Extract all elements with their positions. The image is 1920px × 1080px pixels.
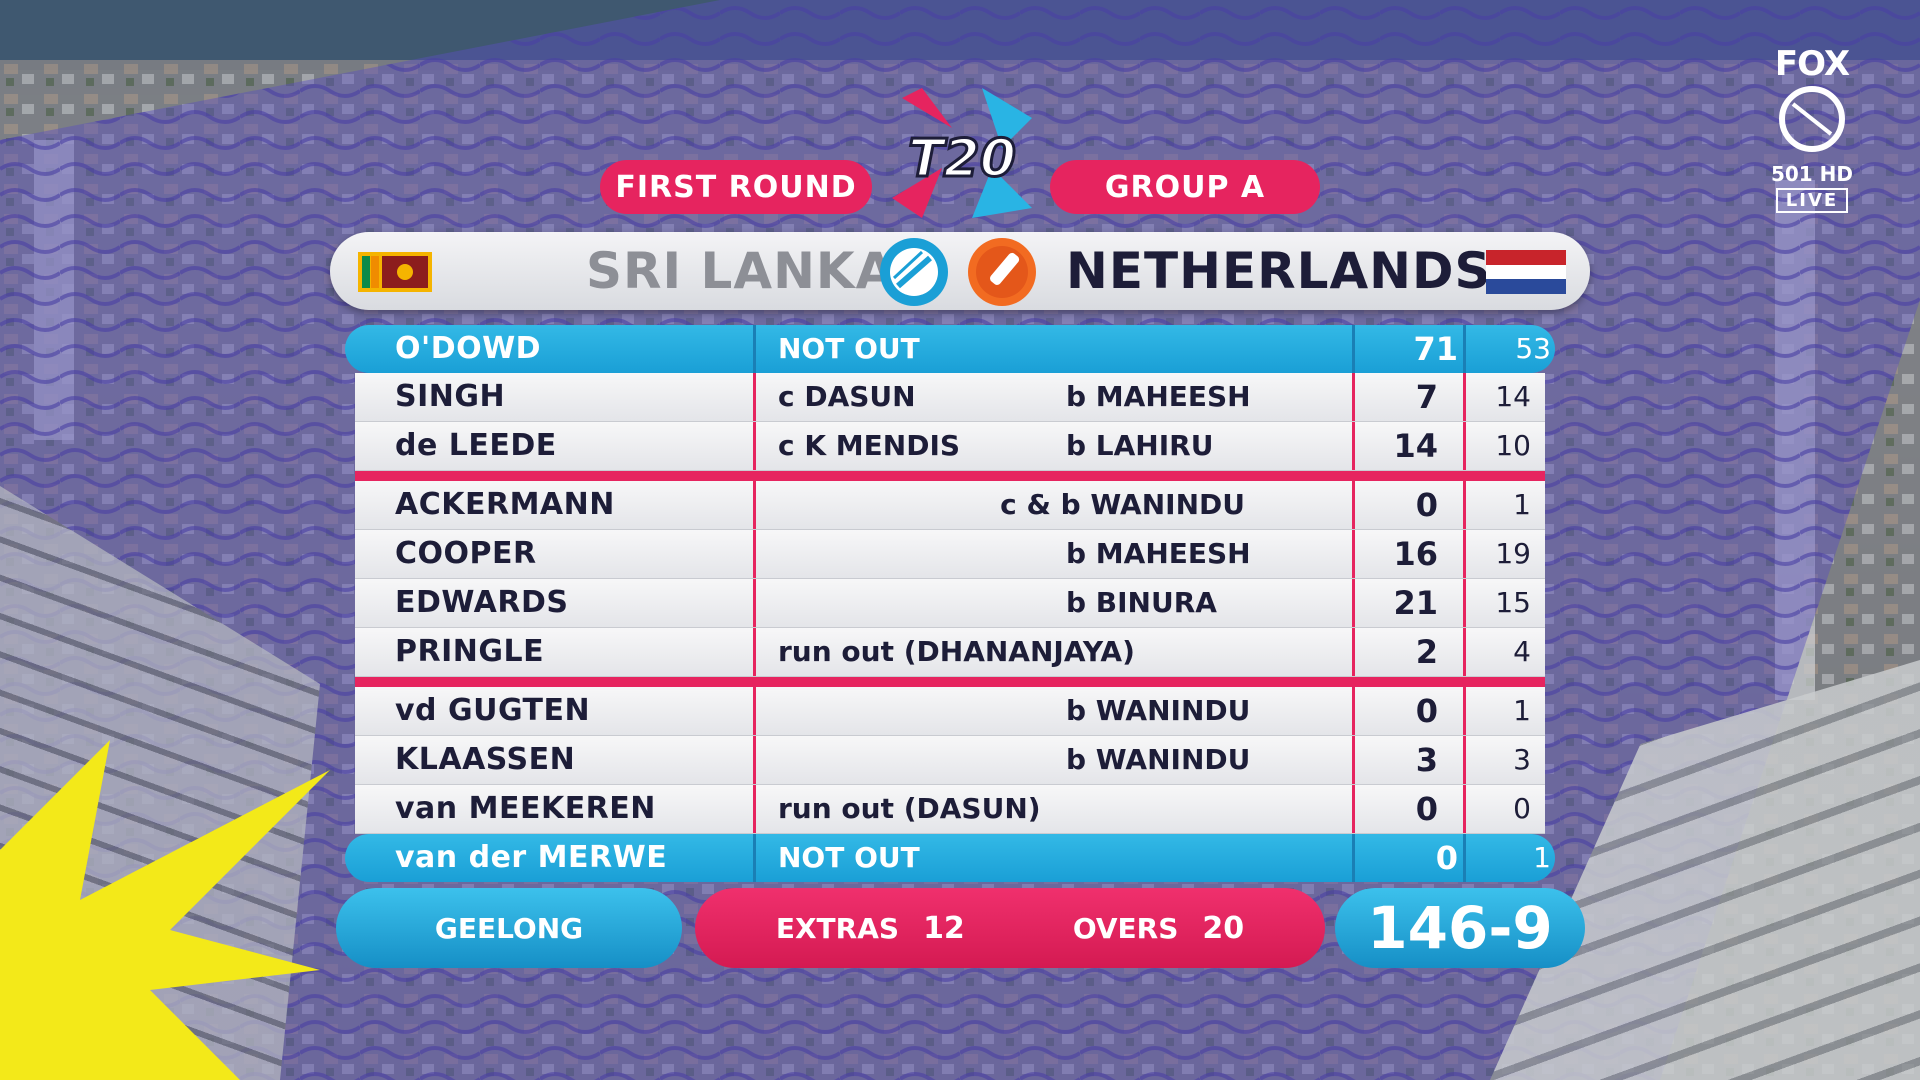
bowler: b MAHEESH [1066,380,1251,413]
batter-name: SINGH [395,379,506,414]
batter-name: EDWARDS [395,585,569,620]
yellow-burst-graphic [0,740,330,1080]
innings-total: 146-9 [1335,888,1585,968]
runs: 0 [1415,486,1438,524]
extras-value: 12 [923,910,965,946]
dismissal: run out (DHANANJAYA) [778,635,1135,668]
extras-label: EXTRAS [775,911,900,945]
batter-name: COOPER [395,536,537,571]
batter-row: vd GUGTEN b WANINDU 0 1 [355,687,1545,736]
batter-row: PRINGLE run out (DHANANJAYA) 2 4 [355,628,1545,677]
runs: 0 [1415,692,1438,730]
channel-number: 501 HD [1770,162,1854,186]
t20-logo-text: T20 [908,129,1016,189]
live-indicator: LIVE [1775,188,1849,213]
dismissal: NOT OUT [778,332,920,365]
runs: 14 [1393,427,1438,465]
t20-logo-icon: T20 [892,88,1032,218]
balls: 3 [1513,743,1531,776]
balls: 4 [1513,635,1531,668]
team-bar: SRI LANKA NETHERLANDS [330,232,1590,310]
batter-row: van MEEKEREN run out (DASUN) 0 0 [355,785,1545,834]
runs: 71 [1413,330,1458,368]
venue-pill: GEELONG [336,888,682,968]
batter-row: O'DOWD NOT OUT 71 53 [345,325,1555,373]
batting-scorecard: O'DOWD NOT OUT 71 53 SINGH c DASUN b MAH… [345,325,1555,882]
cricket-ball-icon [1779,86,1845,152]
runs: 21 [1393,584,1438,622]
fielding-ball-icon [880,238,948,306]
batter-name: KLAASSEN [395,742,576,777]
broadcaster-brand: FOX [1774,44,1850,84]
batter-name: vd GUGTEN [395,693,591,728]
batter-name: PRINGLE [395,634,545,669]
overs-value: 20 [1202,910,1245,946]
overs-label: OVERS [1072,911,1179,945]
balls: 53 [1515,332,1551,365]
bowler: c & b WANINDU [1000,488,1245,521]
batter-name: de LEEDE [395,428,557,463]
broadcaster-logo: FOX 501 HD LIVE [1762,44,1862,220]
bowler: b BINURA [1066,586,1217,619]
batter-row: KLAASSEN b WANINDU 3 3 [355,736,1545,785]
sri-lanka-flag-icon [358,252,432,292]
batter-row: de LEEDE c K MENDIS b LAHIRU 14 10 [355,422,1545,471]
section-divider [355,471,1545,481]
balls: 14 [1495,380,1531,413]
bowler: b WANINDU [1066,694,1251,727]
batter-row: COOPER b MAHEESH 16 19 [355,530,1545,579]
section-divider [355,677,1545,687]
batter-row: EDWARDS b BINURA 21 15 [355,579,1545,628]
batter-row: ACKERMANN c & b WANINDU 0 1 [355,481,1545,530]
balls: 15 [1495,586,1531,619]
dismissal: run out (DASUN) [778,792,1041,825]
batting-bat-icon [968,238,1036,306]
batter-name: O'DOWD [395,331,542,366]
runs: 7 [1415,378,1438,416]
dismissal: c K MENDIS [778,429,961,462]
team-name-right: NETHERLANDS [1066,242,1492,300]
batter-name: ACKERMANN [395,487,615,522]
bowler: b LAHIRU [1066,429,1214,462]
batter-row: van der MERWE NOT OUT 0 1 [345,834,1555,882]
runs: 3 [1415,741,1438,779]
dismissal: c DASUN [778,380,916,413]
group-badge: GROUP A [1050,160,1320,214]
balls: 1 [1513,488,1531,521]
batter-name: van der MERWE [395,840,668,875]
balls: 1 [1513,694,1531,727]
runs: 0 [1435,839,1458,877]
round-badge: FIRST ROUND [600,160,872,214]
netherlands-flag-icon [1486,250,1566,294]
balls: 19 [1495,537,1531,570]
team-name-left: SRI LANKA [586,242,896,300]
runs: 16 [1393,535,1438,573]
balls: 1 [1533,841,1551,874]
runs: 2 [1415,633,1438,671]
batter-row: SINGH c DASUN b MAHEESH 7 14 [355,373,1545,422]
runs: 0 [1415,790,1438,828]
balls: 10 [1495,429,1531,462]
bowler: b WANINDU [1066,743,1251,776]
innings-stats-pill: EXTRAS 12 OVERS 20 [695,888,1325,968]
balls: 0 [1513,792,1531,825]
batter-name: van MEEKEREN [395,791,656,826]
dismissal: NOT OUT [778,841,920,874]
bowler: b MAHEESH [1066,537,1251,570]
